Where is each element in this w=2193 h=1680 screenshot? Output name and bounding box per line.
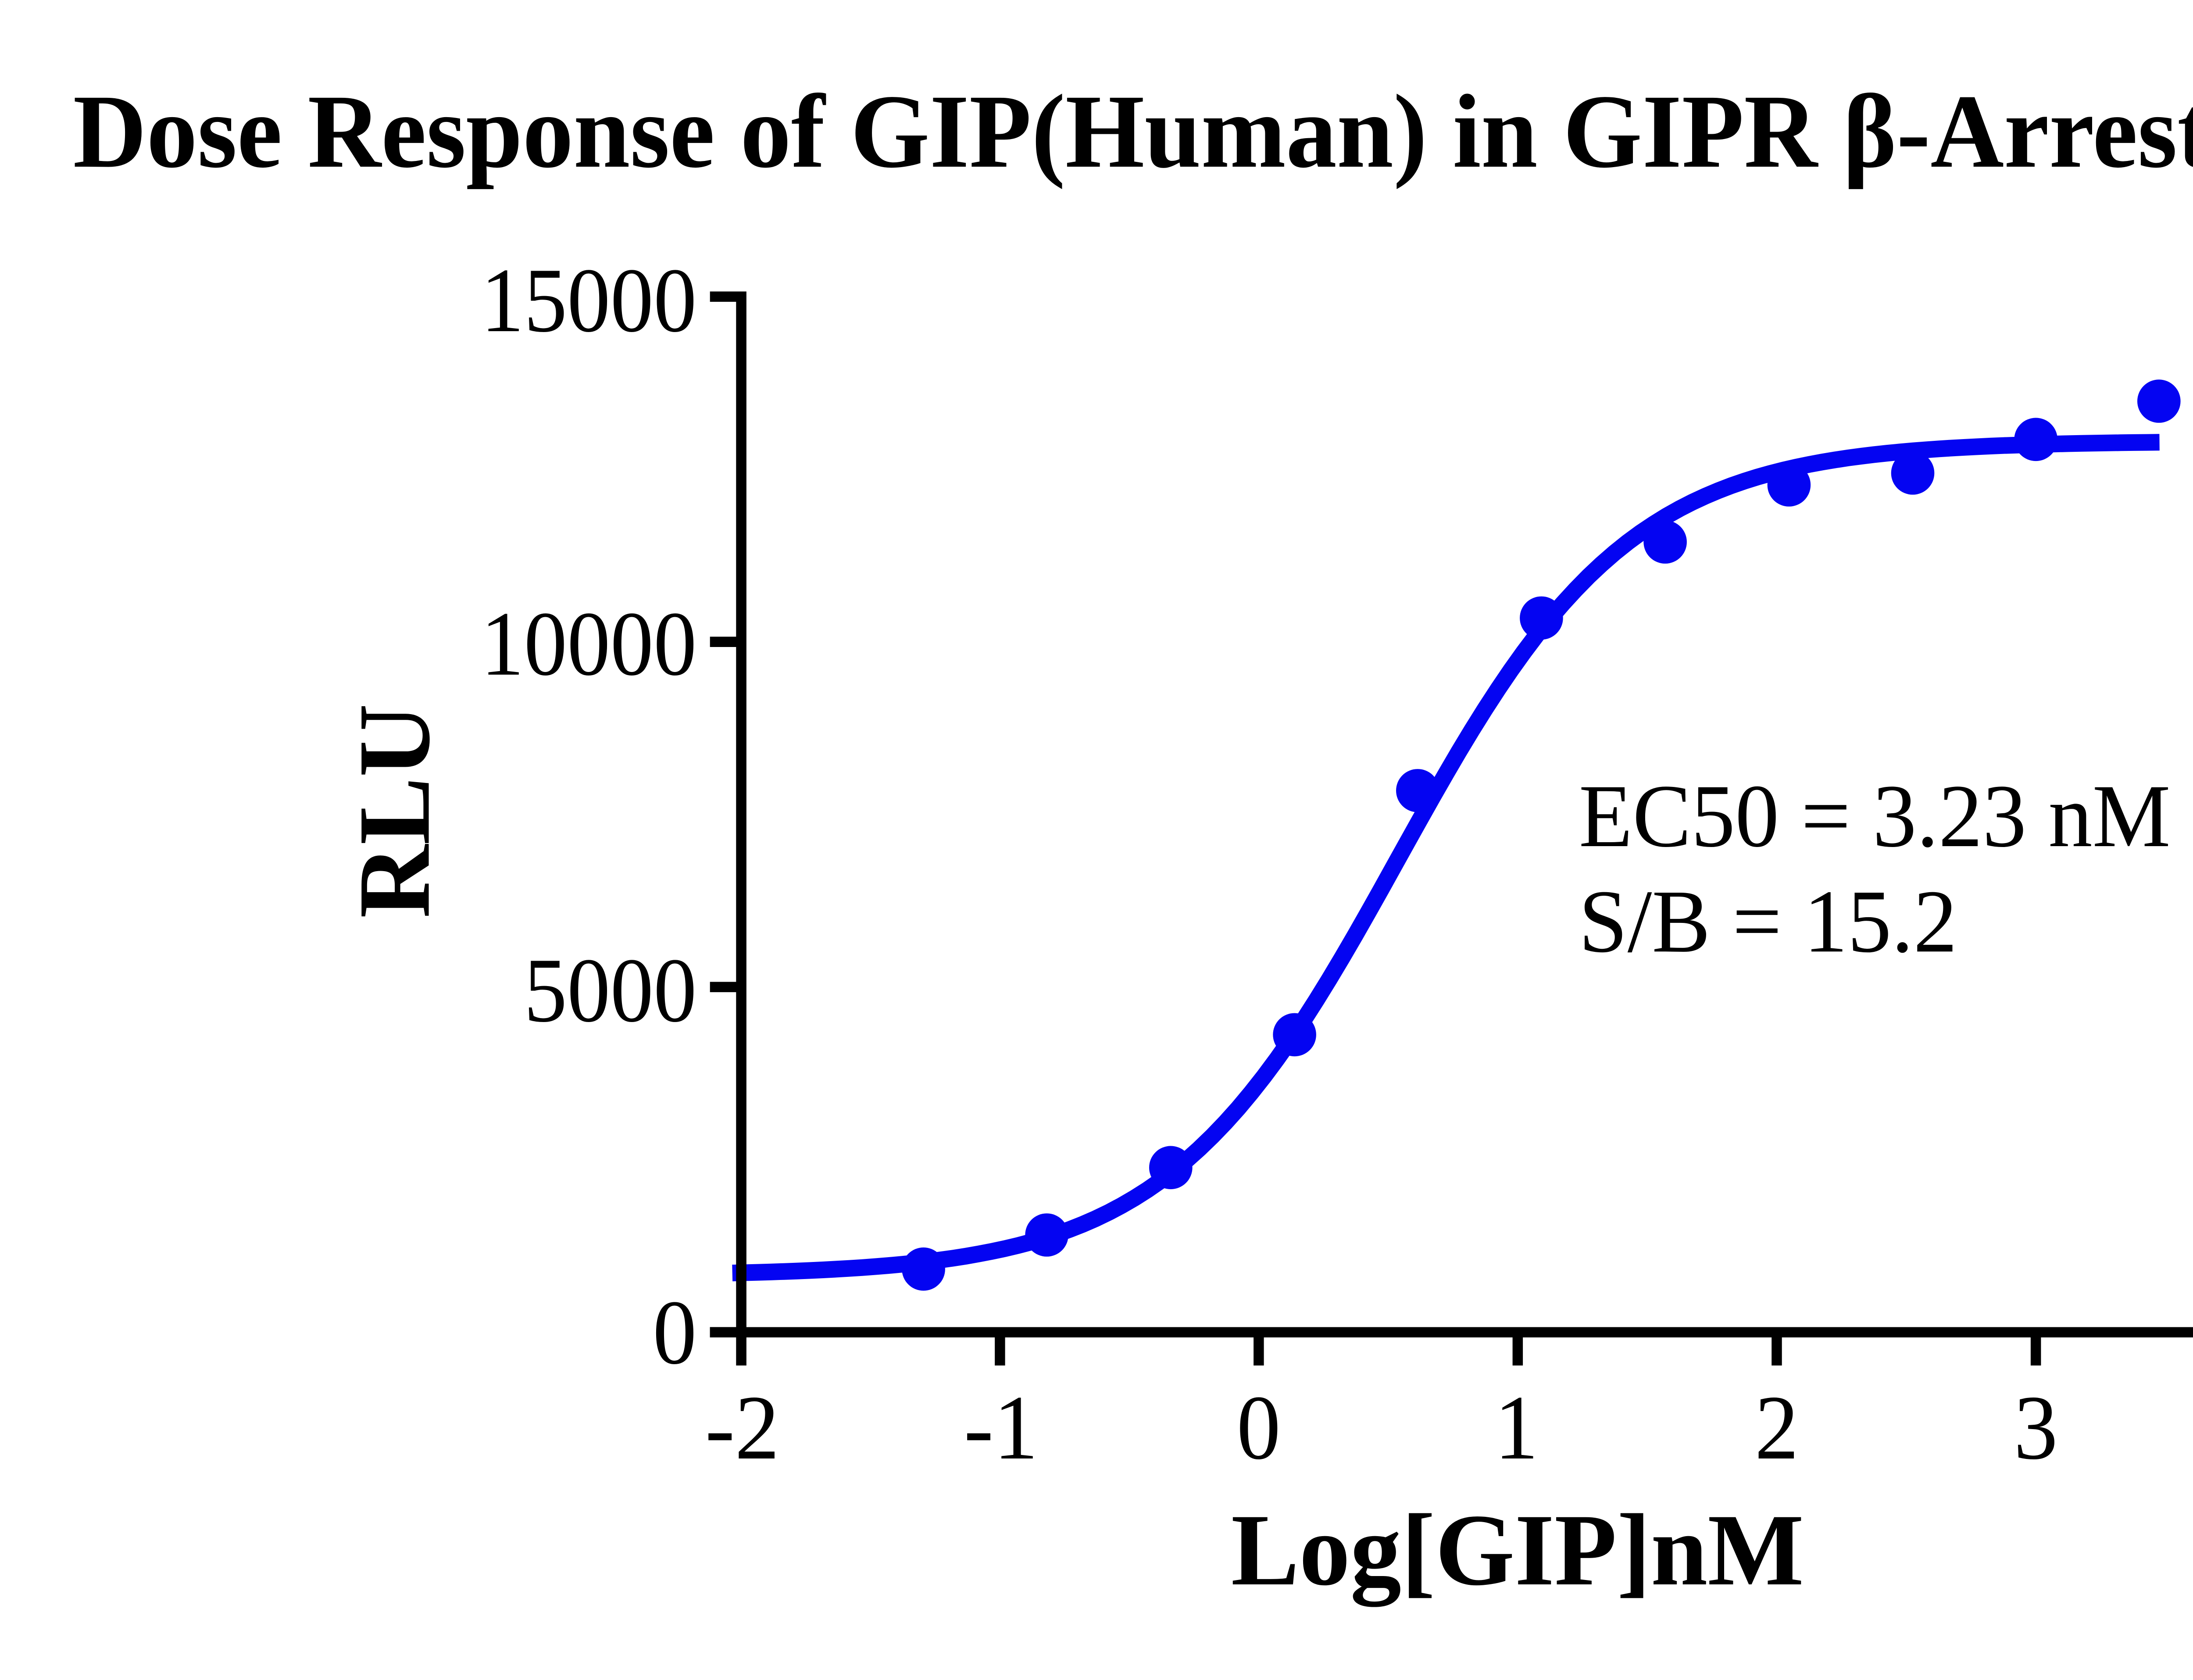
svg-text:1: 1 bbox=[1494, 1377, 1538, 1479]
svg-text:0: 0 bbox=[653, 1282, 696, 1383]
svg-text:Dose Response of GIP(Human) in: Dose Response of GIP(Human) in GIPR β-Ar… bbox=[73, 73, 2193, 189]
svg-text:2: 2 bbox=[1755, 1377, 1799, 1479]
svg-text:EC50 = 3.23 nM: EC50 = 3.23 nM bbox=[1579, 766, 2171, 866]
svg-text:-2: -2 bbox=[705, 1377, 779, 1479]
svg-text:0: 0 bbox=[1237, 1377, 1281, 1479]
svg-text:10000: 10000 bbox=[481, 593, 696, 695]
svg-text:Log[GIP]nM: Log[GIP]nM bbox=[1231, 1493, 1804, 1607]
svg-text:3: 3 bbox=[2014, 1377, 2058, 1479]
svg-text:S/B = 15.2: S/B = 15.2 bbox=[1579, 872, 1957, 971]
svg-text:5000: 5000 bbox=[524, 940, 697, 1041]
svg-text:RLU: RLU bbox=[337, 704, 451, 918]
svg-text:15000: 15000 bbox=[481, 250, 696, 351]
svg-text:-1: -1 bbox=[964, 1377, 1038, 1479]
